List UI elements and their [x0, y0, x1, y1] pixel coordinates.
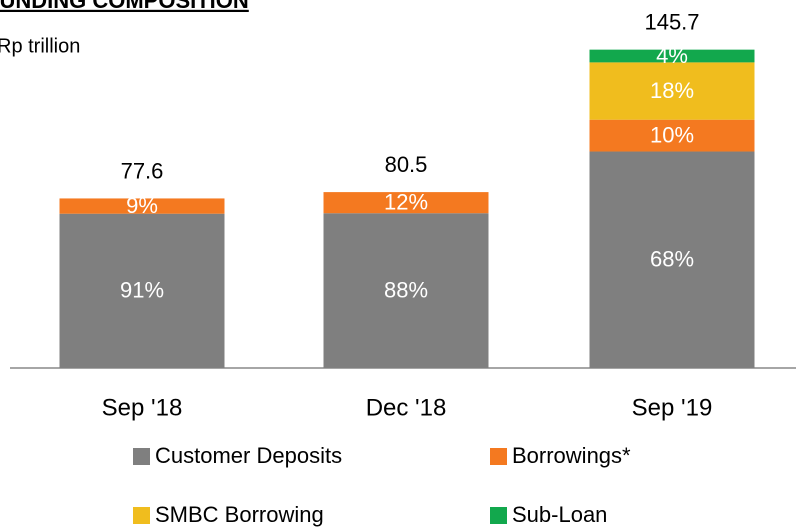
data-label: 18% [650, 78, 694, 103]
bar-segment [589, 62, 755, 120]
x-tick-label: Sep '18 [102, 394, 183, 421]
x-tick-label: Dec '18 [366, 394, 447, 421]
bar-segment [589, 49, 755, 63]
data-label: 4% [656, 43, 688, 68]
legend-label: Sub-Loan [512, 502, 607, 527]
legend-swatch [133, 507, 150, 524]
chart-subtitle: Rp trillion [0, 35, 80, 57]
bar-segment [323, 192, 489, 214]
legend-swatch [133, 448, 150, 465]
bar-segment [589, 119, 755, 152]
bar-segment [59, 213, 225, 368]
data-label: 91% [120, 278, 164, 303]
data-label: 9% [126, 193, 158, 218]
data-label: 12% [384, 189, 428, 214]
bar-segment [589, 151, 755, 368]
legend-label: Borrowings* [512, 443, 631, 468]
legend-label: Customer Deposits [155, 443, 342, 468]
bar-segment [323, 213, 489, 368]
data-label: 88% [384, 277, 428, 302]
data-label: 10% [650, 122, 694, 147]
legend-label: SMBC Borrowing [155, 502, 324, 527]
total-label: 145.7 [644, 9, 699, 34]
legend-swatch [490, 507, 507, 524]
legend-swatch [490, 448, 507, 465]
bar-segment [59, 198, 225, 214]
x-tick-label: Sep '19 [632, 394, 713, 421]
total-label: 80.5 [385, 152, 428, 177]
data-label: 68% [650, 247, 694, 272]
chart-title: FUNDING COMPOSITION [0, 0, 249, 13]
total-label: 77.6 [121, 158, 164, 183]
